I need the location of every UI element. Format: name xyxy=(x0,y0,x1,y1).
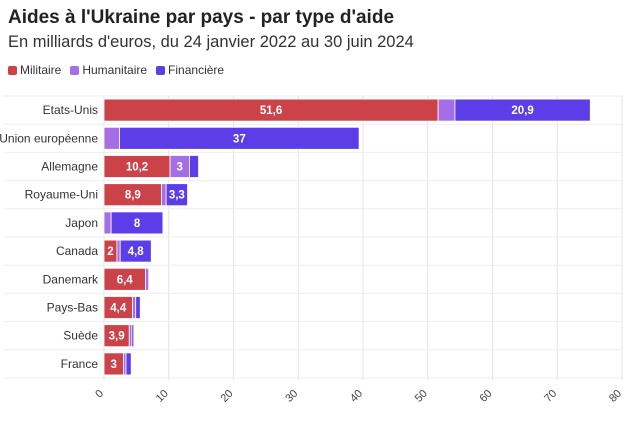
x-tick-label: 20 xyxy=(218,388,235,405)
bar-financire xyxy=(125,352,132,376)
bar-humanitaire xyxy=(116,239,121,263)
legend-label-financiere: Financière xyxy=(168,63,225,77)
legend-item-humanitaire[interactable]: Humanitaire xyxy=(70,63,147,77)
data-label: 6,4 xyxy=(117,274,134,286)
legend-item-financiere[interactable]: Financière xyxy=(156,63,224,77)
data-label: 3,9 xyxy=(109,331,125,343)
bar-humanitaire xyxy=(132,296,137,319)
category-label: Japon xyxy=(65,216,98,230)
bar-financire xyxy=(454,98,591,122)
category-label: Pays-Bas xyxy=(47,301,98,315)
bar-financire xyxy=(189,155,199,178)
data-label: 4,8 xyxy=(128,246,145,258)
data-label: 51,6 xyxy=(260,105,282,117)
data-label: 8,9 xyxy=(125,190,141,202)
bar-financire xyxy=(110,211,164,235)
category-label: France xyxy=(61,357,99,371)
bar-humanitaire xyxy=(437,98,456,122)
bar-financire xyxy=(119,126,360,150)
chart-subtitle: En milliards d'euros, du 24 janvier 2022… xyxy=(8,33,414,51)
category-label: Etats-Unis xyxy=(43,103,98,117)
data-label: 20,9 xyxy=(511,105,533,117)
x-tick-label: 60 xyxy=(477,388,494,405)
data-label: 37 xyxy=(233,133,246,145)
category-label: Suède xyxy=(63,329,98,343)
bar-financire xyxy=(165,183,188,207)
x-tick-label: 30 xyxy=(283,388,300,405)
legend-item-militaire[interactable]: Militaire xyxy=(8,63,61,77)
data-label: 3 xyxy=(177,162,183,174)
bar-humanitaire xyxy=(161,183,167,207)
bar-humanitaire xyxy=(103,211,112,235)
legend: Militaire Humanitaire Financière xyxy=(8,63,224,77)
data-label: 2 xyxy=(107,246,113,258)
legend-label-humanitaire: Humanitaire xyxy=(82,63,148,77)
bar-humanitaire xyxy=(145,267,150,291)
category-label: Union européenne xyxy=(0,131,98,145)
data-label: 4,4 xyxy=(110,303,127,315)
bar-humanitaire xyxy=(103,126,120,150)
x-tick-label: 70 xyxy=(542,388,559,405)
data-label: 3 xyxy=(111,359,117,371)
category-label: Allemagne xyxy=(41,160,98,174)
legend-swatch-humanitaire xyxy=(70,65,80,75)
legend-label-militaire: Militaire xyxy=(20,63,62,77)
chart-title: Aides à l'Ukraine par pays - par type d'… xyxy=(8,7,395,28)
legend-swatch-militaire xyxy=(8,65,17,75)
category-label: Royaume-Uni xyxy=(25,188,98,202)
x-tick-label: 0 xyxy=(93,388,106,401)
data-label: 8 xyxy=(134,218,141,230)
bar-financire xyxy=(131,324,135,348)
data-label: 3,3 xyxy=(169,190,185,202)
bar-financire xyxy=(119,239,152,263)
x-tick-label: 80 xyxy=(607,388,624,405)
category-label: Canada xyxy=(56,244,98,258)
x-tick-label: 40 xyxy=(348,388,365,405)
category-label: Danemark xyxy=(43,272,99,286)
x-tick-label: 50 xyxy=(413,388,430,405)
x-tick-label: 10 xyxy=(154,388,171,405)
legend-swatch-financiere xyxy=(156,65,166,75)
data-label: 10,2 xyxy=(126,162,148,174)
bar-financire xyxy=(135,296,141,319)
